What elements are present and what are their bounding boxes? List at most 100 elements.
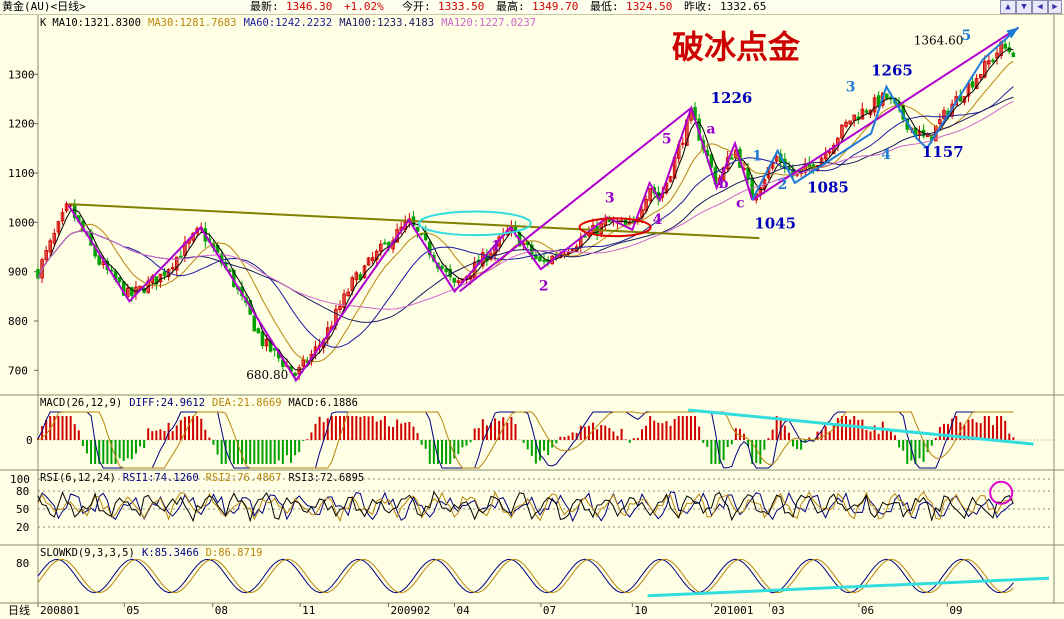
candle-body (40, 259, 44, 279)
wave-annotation: c (736, 196, 745, 212)
candle-body (60, 212, 65, 222)
kd-cyan-trendline (647, 576, 1049, 598)
elliott-wave-path (67, 104, 754, 383)
candle-body (668, 176, 673, 182)
x-axis-title: 日线 (8, 603, 30, 617)
candle-body (860, 108, 865, 120)
low-value: 1324.50 (626, 0, 673, 13)
main-legend-item: MA60:1242.2232 (244, 17, 333, 29)
candle-body (852, 114, 856, 121)
wave-annotation: 1 (752, 149, 762, 165)
macd-dea-line (37, 411, 1014, 469)
wave-annotation: 1265 (871, 61, 913, 79)
x-tick-label: 200902 (391, 604, 431, 617)
rsi-highlight-circle (989, 480, 1014, 505)
candle-body (44, 250, 48, 261)
candle-body (942, 109, 946, 120)
candle-body (452, 277, 457, 283)
kd-legend-item: K:85.3466 (142, 547, 199, 559)
candle-body (885, 93, 889, 99)
candle-body (1011, 52, 1016, 58)
macd-cyan-trendline (688, 408, 1034, 446)
candle-body (350, 277, 355, 292)
candle-body (864, 110, 869, 113)
candle-body (648, 187, 652, 201)
wave-annotation: 1226 (711, 89, 753, 107)
wave-annotation: 5 (662, 131, 672, 147)
macd-legend-item: DEA:21.8669 (212, 397, 282, 409)
y-tick-label: 700 (8, 364, 28, 377)
y-tick-label: 800 (8, 315, 28, 328)
x-tick-label: 04 (457, 604, 471, 617)
candle-body (252, 315, 257, 332)
x-tick-label: 07 (543, 604, 556, 617)
candle-body (444, 268, 448, 273)
chart-title: 破冰点金 (672, 28, 801, 66)
macd-legend-item: DIFF:24.9612 (129, 397, 205, 409)
candle-body (983, 61, 987, 78)
main-legend-item: MA30:1281.7683 (148, 17, 237, 29)
wave-channel-line (459, 107, 692, 293)
candle-body (260, 331, 265, 346)
candle-body (415, 226, 420, 232)
wave-annotation: a (707, 122, 716, 138)
candle-body (681, 142, 685, 145)
candle-body (162, 271, 167, 276)
low-label: 最低: (590, 0, 619, 13)
candle-body (256, 328, 261, 334)
candle-body (342, 293, 346, 308)
wave-annotation: 4 (881, 147, 891, 163)
x-tick-label: 06 (861, 604, 874, 617)
candle-body (52, 232, 57, 244)
candle-body (970, 81, 975, 88)
candle-body (346, 291, 350, 297)
candle-body (440, 265, 444, 270)
wave-annotation: 680.80 (246, 368, 288, 382)
high-label: 最高: (496, 0, 525, 13)
candle-body (991, 59, 995, 62)
arrow-down-icon[interactable]: ▼ (1016, 0, 1032, 14)
main-legend-item: MA10:1321.8300 (52, 17, 141, 29)
wave-annotation: 1157 (922, 143, 964, 161)
open-label: 今开: (402, 0, 431, 13)
candle-body (995, 52, 999, 59)
candle-body (644, 198, 648, 212)
candle-body (730, 157, 734, 160)
arrow-left-icon[interactable]: ◀ (1032, 0, 1048, 14)
arrow-right-icon[interactable]: ▶ (1048, 0, 1062, 14)
trend-arrow-icon (1006, 27, 1019, 39)
wave-annotation: 1 (491, 238, 501, 254)
wave-annotation: 1085 (807, 179, 849, 197)
candle-body (493, 246, 497, 256)
prev-close-value: 1332.65 (720, 0, 767, 13)
candle-body (138, 285, 142, 289)
candle-body (370, 257, 375, 262)
wave-annotation: 1045 (754, 214, 796, 232)
candle-body (358, 274, 363, 281)
wave-annotation: 3 (846, 80, 856, 96)
arrow-up-icon[interactable]: ▲ (1000, 0, 1016, 14)
wave-channel-line (751, 26, 1019, 201)
rsi-legend-item: RSI3:72.6895 (288, 472, 364, 484)
candle-body (938, 119, 942, 125)
kd-line (37, 558, 1014, 594)
candle-body (844, 121, 848, 127)
x-tick-label: 05 (126, 604, 139, 617)
candle-body (383, 242, 387, 245)
rsi-legend-item: RSI(6,12,24) (40, 472, 116, 484)
main-legend-item: K (40, 17, 47, 29)
candle-body (48, 240, 53, 253)
candle-body (987, 60, 991, 65)
wave-annotation: b (719, 176, 729, 192)
wave-annotation: 4 (653, 212, 663, 228)
quote-bar: 黄金(AU)<日线> 最新: 1346.30 +1.02% 今开: 1333.5… (0, 0, 1064, 15)
candle-body (868, 109, 873, 116)
y-tick-label: 1100 (8, 167, 35, 180)
candle-body (130, 287, 134, 296)
main-legend-item: MA100:1233.4183 (339, 17, 434, 29)
cyan-ellipse (418, 210, 532, 237)
x-tick-label: 09 (949, 604, 962, 617)
wave-annotation: 2 (778, 177, 788, 193)
wave-annotation: 1364.60 (914, 34, 964, 48)
